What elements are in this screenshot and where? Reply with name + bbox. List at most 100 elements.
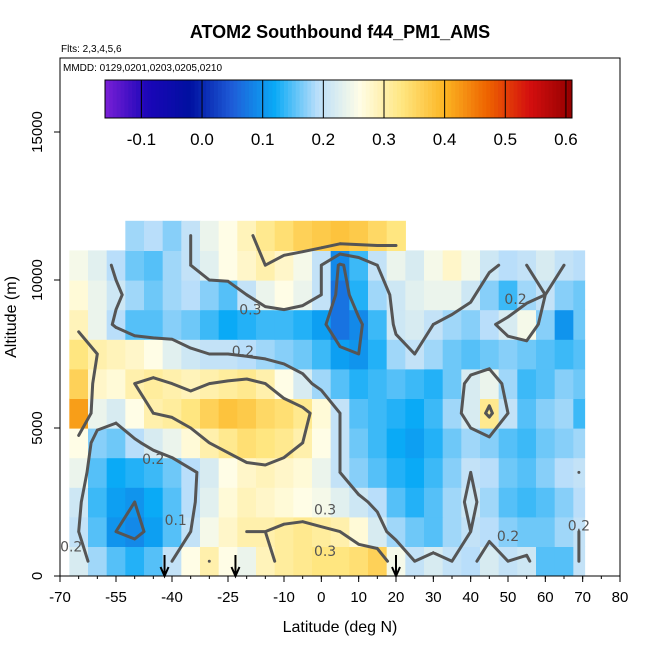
colorbar-swatch [439,80,445,118]
heatmap-cell [106,250,126,281]
colorbar-swatch [213,80,219,118]
heatmap-cell [69,368,89,399]
colorbar-swatch [182,80,188,118]
heatmap-cell [349,428,369,459]
colorbar-swatch [548,80,554,118]
heatmap-cell [573,487,586,518]
heatmap-cell [69,280,89,311]
colorbar-swatch [303,80,308,118]
colorbar-swatch [194,80,199,118]
heatmap-cell [573,398,586,429]
heatmap-cell [162,516,182,547]
heatmap-cell [405,250,425,281]
x-tick-label: -40 [161,589,183,606]
colorbar-swatch [396,80,402,118]
heatmap-cell [330,487,350,518]
heatmap-cell [461,309,481,340]
colorbar-swatch [443,80,448,118]
heatmap-cell [498,487,518,518]
heatmap-cell [480,250,500,281]
heatmap-cell [293,368,313,399]
heatmap-cell [368,457,388,488]
heatmap-cell [368,516,388,547]
colorbar-swatch [287,80,293,118]
colorbar-swatch [416,80,421,118]
heatmap-cell [274,280,294,311]
heatmap-cell [573,280,586,311]
colorbar-swatch [451,80,456,118]
y-axis: 0 5000 10000 15000 [29,111,60,580]
colorbar-swatch [486,80,491,118]
heatmap-cell [106,457,126,488]
heatmap-cell [106,428,126,459]
colorbar-swatch [373,80,378,118]
heatmap-cell [88,487,108,518]
heatmap-cell [144,546,164,576]
flights-subtitle: Flts: 2,3,4,5,6 [61,44,122,55]
colorbar-swatch [474,80,480,118]
heatmap-cell [274,487,294,518]
heatmap-cell [256,428,276,459]
heatmap-cell [442,487,462,518]
colorbar-swatch [509,80,515,118]
x-axis: -70 -55 -40 -25 -10 0 10 20 30 40 50 60 70 80 [49,576,628,606]
heatmap-cell [218,220,238,251]
heatmap-cell [88,280,108,311]
heatmap-cell [69,309,89,340]
heatmap-cell [517,457,537,488]
heatmap-cell [125,398,145,429]
colorbar-swatch [455,80,460,118]
heatmap-cell [125,339,145,370]
colorbar-swatch [408,80,413,118]
heatmap-cell [181,280,201,311]
heatmap-cell [442,516,462,547]
heatmap-cell [237,428,257,459]
heatmap-cell [312,428,332,459]
heatmap-cell [554,457,574,488]
heatmap-cell [536,487,556,518]
heatmap-cell [88,309,108,340]
heatmap-cell [200,487,220,518]
heatmap-cell [442,280,462,311]
heatmap-cell [573,339,586,370]
colorbar-swatch [307,80,312,118]
colorbar-swatch [552,80,557,118]
heatmap-cell [554,339,574,370]
heatmap-cell [256,220,276,251]
colorbar-swatch [186,80,192,118]
colorbar-tick-label: 0.6 [554,130,578,149]
contour-label: 0.3 [314,502,336,518]
x-tick-label: 10 [350,589,367,606]
colorbar-swatch [276,80,281,118]
heatmap-cell [517,280,537,311]
heatmap-cell [200,220,220,251]
heatmap-cell [424,398,444,429]
x-tick-label: 60 [537,589,554,606]
heatmap-cell [349,309,369,340]
heatmap-cell [69,428,89,459]
colorbar-swatch [392,80,398,118]
contour-label: 0.2 [504,292,526,308]
x-tick-label: -70 [49,589,71,606]
colorbar-swatch [322,80,328,118]
heatmap-cell [442,428,462,459]
colorbar-swatch [248,80,254,118]
heatmap-cell [181,546,201,576]
heatmap-cell [536,250,556,281]
x-tick-label: 0 [317,589,325,606]
heatmap-cell [125,546,145,576]
heatmap-cell [386,250,406,281]
colorbar-swatch [225,80,231,118]
colorbar-swatch [420,80,425,118]
heatmap-cell [218,487,238,518]
colorbar-swatch [330,80,336,118]
heatmap-cell [312,487,332,518]
colorbar-swatch [517,80,522,118]
colorbar-swatch [268,80,273,118]
heatmap-cell [480,309,500,340]
colorbar-swatch [556,80,561,118]
heatmap-cell [162,487,182,518]
colorbar-swatch [217,80,223,118]
heatmap-cell [442,368,462,399]
heatmap-cell [517,339,537,370]
